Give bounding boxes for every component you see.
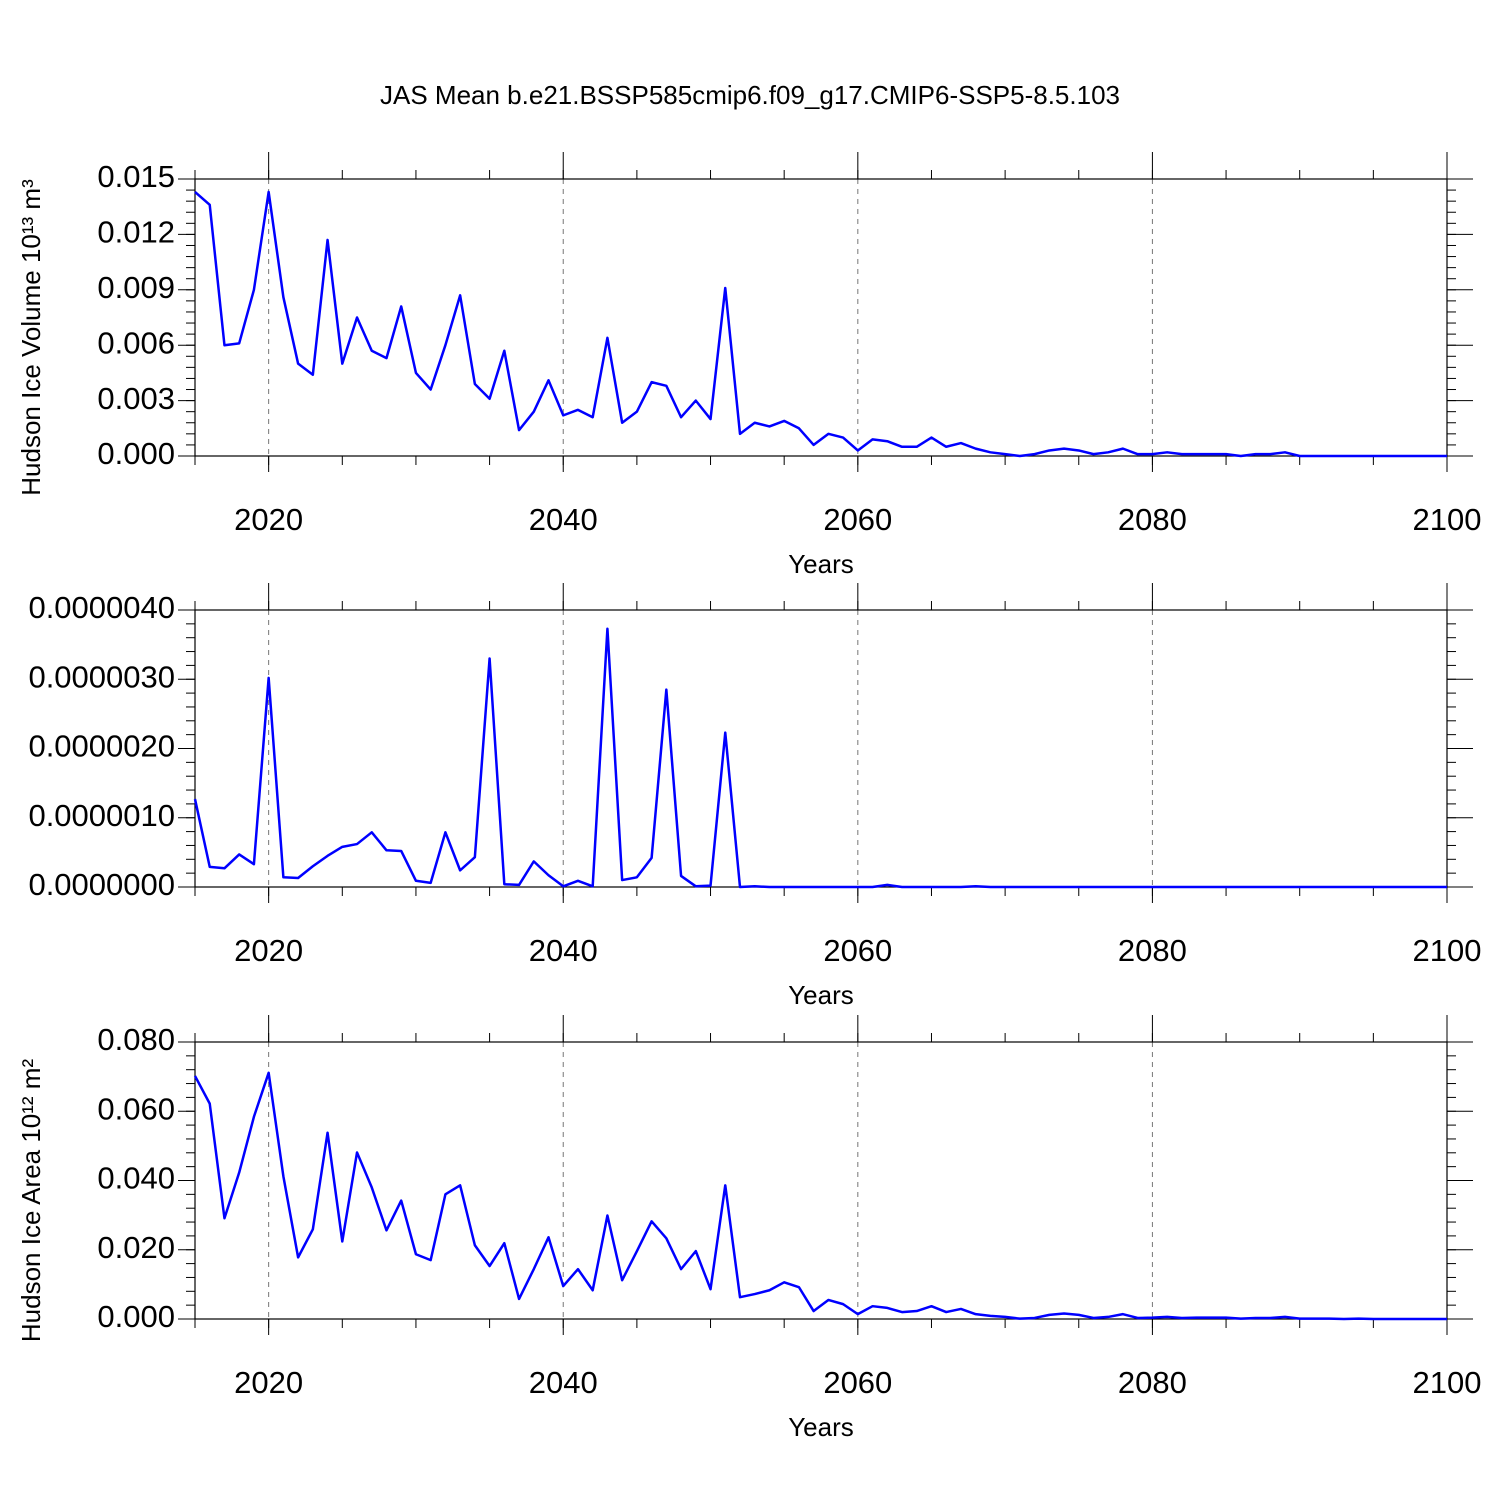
plot-frame: [194, 1041, 1448, 1320]
x-tick-label: 2060: [823, 502, 892, 537]
y-tick-label: 0.0000020: [28, 729, 175, 764]
y-tick-label: 0.003: [97, 381, 175, 416]
y-tick-label: 0.012: [97, 215, 175, 250]
y-tick-label: 0.020: [97, 1230, 175, 1265]
x-tick-label: 2060: [823, 933, 892, 968]
y-tick-label: 0.000: [97, 436, 175, 471]
y-tick-label: 0.015: [97, 159, 175, 194]
x-tick-label: 2060: [823, 1365, 892, 1400]
y-tick-label: 0.000: [97, 1299, 175, 1334]
plot-frame: [194, 178, 1448, 457]
y-tick-label: 0.0000030: [28, 659, 175, 694]
data-line: [193, 1071, 1447, 1321]
y-axis-label: Hudson Ice Area 10¹² m²: [16, 1059, 46, 1343]
x-tick-label: 2100: [1413, 502, 1482, 537]
x-axis-label: Years: [788, 549, 854, 579]
data-line: [194, 190, 1447, 458]
x-tick-label: 2040: [529, 933, 598, 968]
y-tick-label: 0.006: [97, 325, 175, 360]
x-tick-label: 2080: [1118, 933, 1187, 968]
x-tick-label: 2020: [234, 502, 303, 537]
y-tick-label: 0.0000010: [28, 798, 175, 833]
y-tick-label: 0.0000040: [28, 590, 175, 625]
y-tick-label: 0.009: [97, 270, 175, 305]
x-tick-label: 2080: [1118, 502, 1187, 537]
x-tick-label: 2020: [234, 1365, 303, 1400]
chart-title: JAS Mean b.e21.BSSP585cmip6.f09_g17.CMIP…: [380, 80, 1120, 110]
y-axis-label: Hudson Ice Volume 10¹³ m³: [16, 179, 46, 496]
data-line: [193, 627, 1447, 889]
x-tick-label: 2100: [1413, 1365, 1482, 1400]
x-axis-label: Years: [788, 1412, 854, 1442]
y-tick-label: 0.060: [97, 1091, 175, 1126]
x-tick-label: 2020: [234, 933, 303, 968]
x-tick-label: 2080: [1118, 1365, 1187, 1400]
y-tick-label: 0.0000000: [28, 867, 175, 902]
y-tick-label: 0.040: [97, 1161, 175, 1196]
x-axis-label: Years: [788, 980, 854, 1010]
x-tick-label: 2040: [529, 502, 598, 537]
x-tick-label: 2040: [529, 1365, 598, 1400]
y-tick-label: 0.080: [97, 1022, 175, 1057]
x-tick-label: 2100: [1413, 933, 1482, 968]
